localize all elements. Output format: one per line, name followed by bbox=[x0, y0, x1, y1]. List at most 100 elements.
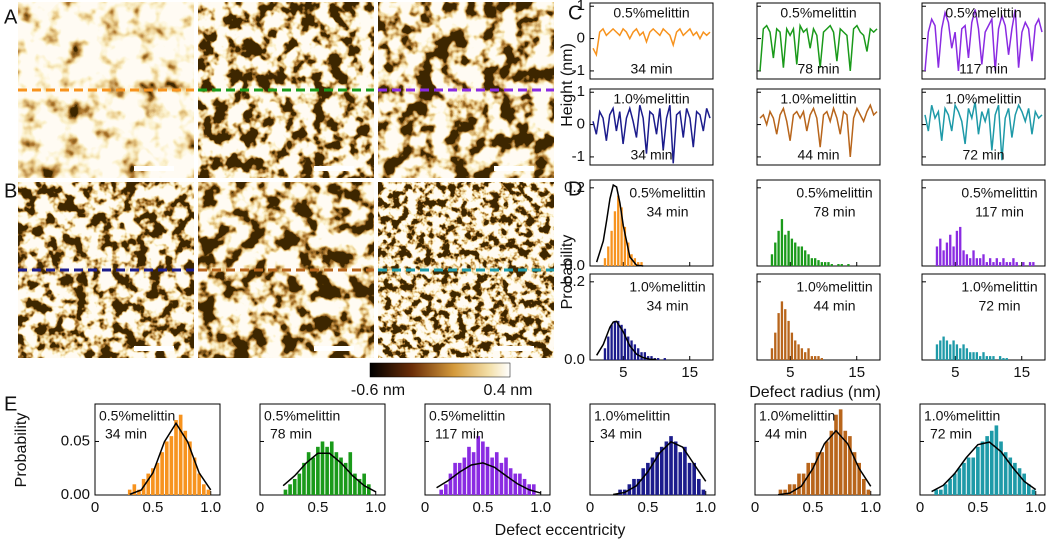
bar bbox=[1002, 258, 1005, 266]
bar bbox=[780, 219, 784, 266]
scale-bar bbox=[314, 346, 354, 351]
scale-bar bbox=[314, 166, 354, 171]
bar bbox=[362, 473, 366, 495]
subplot-time: 34 min bbox=[105, 426, 147, 442]
bar bbox=[801, 473, 806, 495]
bar bbox=[164, 441, 169, 495]
bar bbox=[320, 441, 325, 495]
subplot-time: 34 min bbox=[646, 204, 688, 220]
bar bbox=[206, 489, 211, 495]
y-tick-label: 0.0 bbox=[564, 257, 585, 274]
bar bbox=[774, 242, 777, 266]
bar bbox=[636, 478, 641, 495]
subplot-label: 0.5%melittin bbox=[629, 185, 705, 201]
bar bbox=[814, 258, 817, 266]
bar bbox=[820, 358, 823, 360]
bar bbox=[824, 441, 829, 495]
colorbar-max-label: 0.4 nm bbox=[484, 382, 533, 399]
bar bbox=[325, 446, 329, 495]
bar bbox=[985, 356, 988, 360]
bar bbox=[797, 246, 800, 266]
subplot-label: 0.5%melittin bbox=[961, 185, 1037, 201]
bar bbox=[620, 324, 623, 360]
subplot-time: 34 min bbox=[630, 147, 672, 163]
panel-letter: E bbox=[4, 393, 17, 415]
subplot-label: 1.0%melittin bbox=[759, 408, 835, 424]
bar bbox=[972, 352, 975, 360]
bar bbox=[607, 246, 610, 266]
bar bbox=[353, 473, 357, 495]
subplot-time: 78 min bbox=[797, 61, 839, 77]
x-tick-label: 15 bbox=[681, 364, 698, 381]
bar bbox=[659, 446, 664, 495]
x-tick-label: 0.5 bbox=[637, 499, 658, 516]
bar bbox=[783, 489, 787, 495]
bar bbox=[969, 352, 972, 360]
bar bbox=[945, 340, 949, 360]
bar bbox=[834, 414, 838, 495]
subplot-time: 78 min bbox=[813, 204, 855, 220]
bar bbox=[146, 473, 151, 495]
bar bbox=[188, 441, 192, 495]
bar bbox=[982, 352, 985, 360]
y-tick-label: 1 bbox=[577, 83, 585, 100]
bar bbox=[777, 313, 780, 360]
subplot-time: 72 min bbox=[962, 147, 1004, 163]
x-tick-label: 1.0 bbox=[860, 499, 881, 516]
bar bbox=[774, 332, 777, 360]
bar bbox=[975, 352, 979, 360]
bar bbox=[827, 262, 830, 266]
bar bbox=[994, 425, 999, 495]
subplot-label: 1.0%melittin bbox=[796, 279, 872, 295]
y-tick-label: 1 bbox=[577, 0, 585, 14]
subplot-time: 44 min bbox=[765, 426, 807, 442]
x-tick-label: 0 bbox=[586, 499, 594, 516]
bar bbox=[838, 409, 843, 495]
bar bbox=[646, 462, 650, 495]
bar bbox=[949, 344, 952, 360]
bar bbox=[1008, 262, 1012, 266]
bar bbox=[132, 484, 137, 495]
bar bbox=[1005, 262, 1008, 266]
bar bbox=[1022, 262, 1025, 266]
bar bbox=[810, 258, 814, 266]
bar bbox=[444, 484, 448, 495]
bar bbox=[640, 262, 643, 266]
bar bbox=[183, 430, 188, 495]
subplot-time: 72 min bbox=[930, 426, 972, 442]
bar bbox=[843, 430, 848, 495]
bar bbox=[627, 242, 630, 266]
bar bbox=[617, 195, 620, 266]
bar bbox=[292, 478, 297, 495]
bar bbox=[820, 262, 823, 266]
bar bbox=[1017, 468, 1022, 495]
subplot-time: 34 min bbox=[600, 426, 642, 442]
bar bbox=[971, 457, 976, 495]
bar bbox=[673, 441, 678, 495]
bar bbox=[861, 478, 866, 495]
subplot-time: 72 min bbox=[978, 298, 1020, 314]
bar bbox=[837, 264, 840, 266]
x-tick-label: 5 bbox=[786, 364, 794, 381]
bar bbox=[151, 468, 155, 495]
bar bbox=[962, 462, 966, 495]
bar bbox=[357, 478, 362, 495]
bar bbox=[999, 441, 1003, 495]
y-tick-label: 0 bbox=[577, 30, 585, 47]
bar bbox=[975, 258, 979, 266]
bar bbox=[1012, 258, 1015, 266]
bar bbox=[1002, 358, 1005, 360]
subplot-label: 0.5%melittin bbox=[264, 408, 340, 424]
bar bbox=[979, 356, 982, 360]
bar bbox=[663, 358, 666, 360]
bar bbox=[945, 242, 949, 266]
bar bbox=[770, 348, 774, 360]
bar bbox=[866, 489, 871, 495]
bar bbox=[965, 348, 969, 360]
bar bbox=[852, 452, 857, 495]
bar bbox=[490, 457, 494, 495]
y-tick-label: 0.05 bbox=[61, 432, 90, 449]
bar bbox=[178, 414, 183, 495]
panel-letter: A bbox=[4, 6, 18, 28]
bar bbox=[815, 452, 820, 495]
